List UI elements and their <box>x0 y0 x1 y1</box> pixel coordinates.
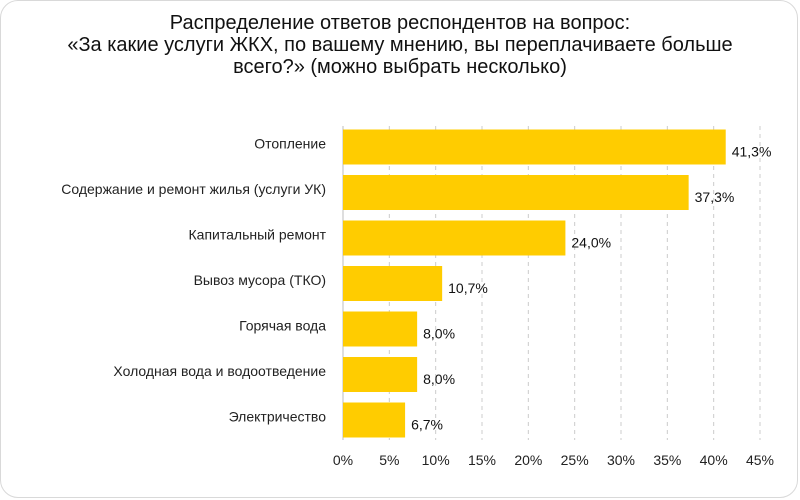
x-tick-label: 15% <box>468 452 496 468</box>
chart-title-line-2: «За какие услуги ЖКХ, по вашему мнению, … <box>67 34 733 56</box>
category-label: Горячая вода <box>239 318 326 334</box>
category-label: Отопление <box>254 136 326 152</box>
value-labels: 41,3% 37,3% 24,0% 10,7% 8,0% 8,0% 6,7% <box>411 144 771 433</box>
x-tick-label: 30% <box>607 452 635 468</box>
x-tick-label: 25% <box>561 452 589 468</box>
category-labels: Отопление Содержание и ремонт жилья (услу… <box>61 136 326 425</box>
x-tick-label: 20% <box>514 452 542 468</box>
value-label: 24,0% <box>571 235 611 251</box>
value-label: 8,0% <box>423 326 455 342</box>
value-label: 10,7% <box>448 280 488 296</box>
value-label: 6,7% <box>411 417 443 433</box>
value-label: 37,3% <box>695 189 735 205</box>
value-label: 41,3% <box>732 144 772 160</box>
x-tick-label: 40% <box>700 452 728 468</box>
x-tick-label: 10% <box>422 452 450 468</box>
x-axis-ticks: 0% 5% 10% 15% 20% 25% 30% 35% 40% 45% <box>333 452 774 468</box>
category-label: Вывоз мусора (ТКО) <box>194 272 326 288</box>
bar <box>343 220 566 256</box>
bars <box>343 129 726 438</box>
chart-title-line-3: всего?» (можно выбрать несколько) <box>233 56 567 78</box>
x-tick-label: 35% <box>653 452 681 468</box>
bar <box>343 266 443 301</box>
bar <box>343 129 726 165</box>
bar <box>343 402 406 438</box>
chart-title-line-1: Распределение ответов респондентов на во… <box>169 12 631 34</box>
category-label: Капитальный ремонт <box>189 227 327 243</box>
x-tick-label: 5% <box>379 452 399 468</box>
chart-title: Распределение ответов респондентов на во… <box>0 12 800 78</box>
category-label: Содержание и ремонт жилья (услуги УК) <box>61 181 326 197</box>
category-label: Электричество <box>229 409 327 425</box>
bar <box>343 175 689 210</box>
category-label: Холодная вода и водоотведение <box>113 363 326 379</box>
value-label: 8,0% <box>423 371 455 387</box>
x-tick-label: 0% <box>333 452 353 468</box>
bar <box>343 357 418 392</box>
x-tick-label: 45% <box>746 452 774 468</box>
bar <box>343 311 418 347</box>
